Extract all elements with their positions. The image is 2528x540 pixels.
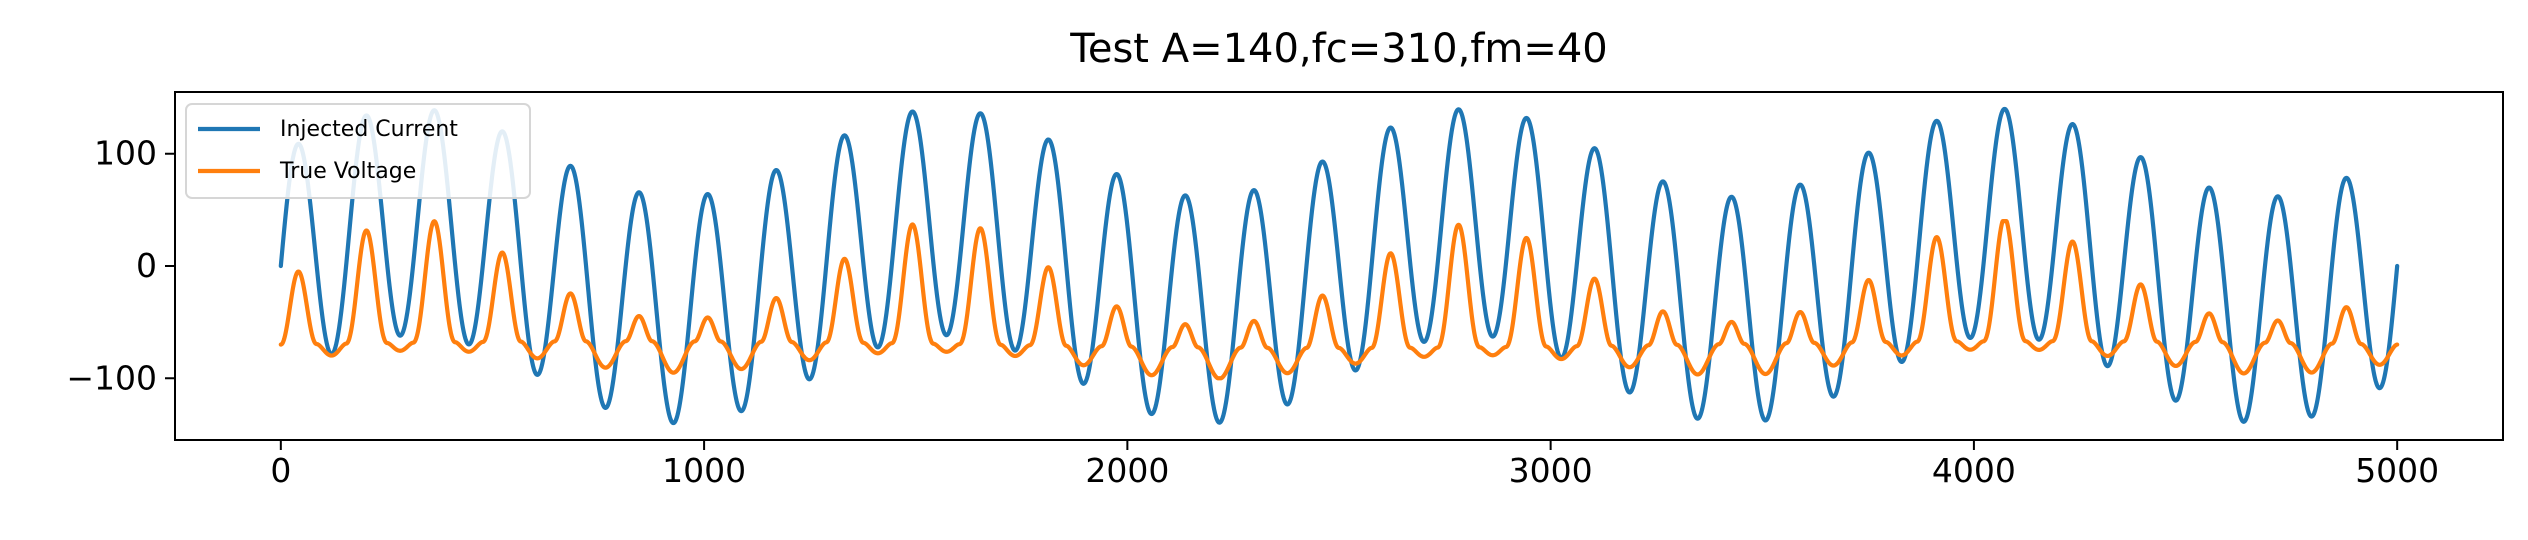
x-tick-label: 3000 (1509, 451, 1593, 490)
chart-title: Test A=140,fc=310,fm=40 (1069, 26, 1608, 72)
y-tick-label: 0 (136, 246, 157, 285)
legend-label-injected-current: Injected Current (280, 117, 458, 142)
legend-frame (185, 103, 531, 199)
series-line-true-voltage (278, 219, 2400, 381)
series-line-injected-current (278, 106, 2400, 426)
y-axis-ticks: −100 0 100 (66, 134, 175, 397)
plot-frame (174, 91, 2504, 441)
plot-area (278, 106, 2400, 426)
y-tick-label: −100 (66, 358, 157, 397)
legend: Injected Current True Voltage (185, 103, 531, 199)
x-tick-label: 5000 (2355, 451, 2439, 490)
x-tick-label: 4000 (1932, 451, 2016, 490)
legend-label-true-voltage: True Voltage (279, 159, 416, 184)
x-tick-label: 2000 (1085, 451, 1169, 490)
x-axis-ticks: 0 1000 2000 3000 4000 5000 (270, 440, 2439, 490)
y-tick-label: 100 (94, 134, 157, 173)
x-tick-label: 0 (270, 451, 291, 490)
x-tick-label: 1000 (662, 451, 746, 490)
